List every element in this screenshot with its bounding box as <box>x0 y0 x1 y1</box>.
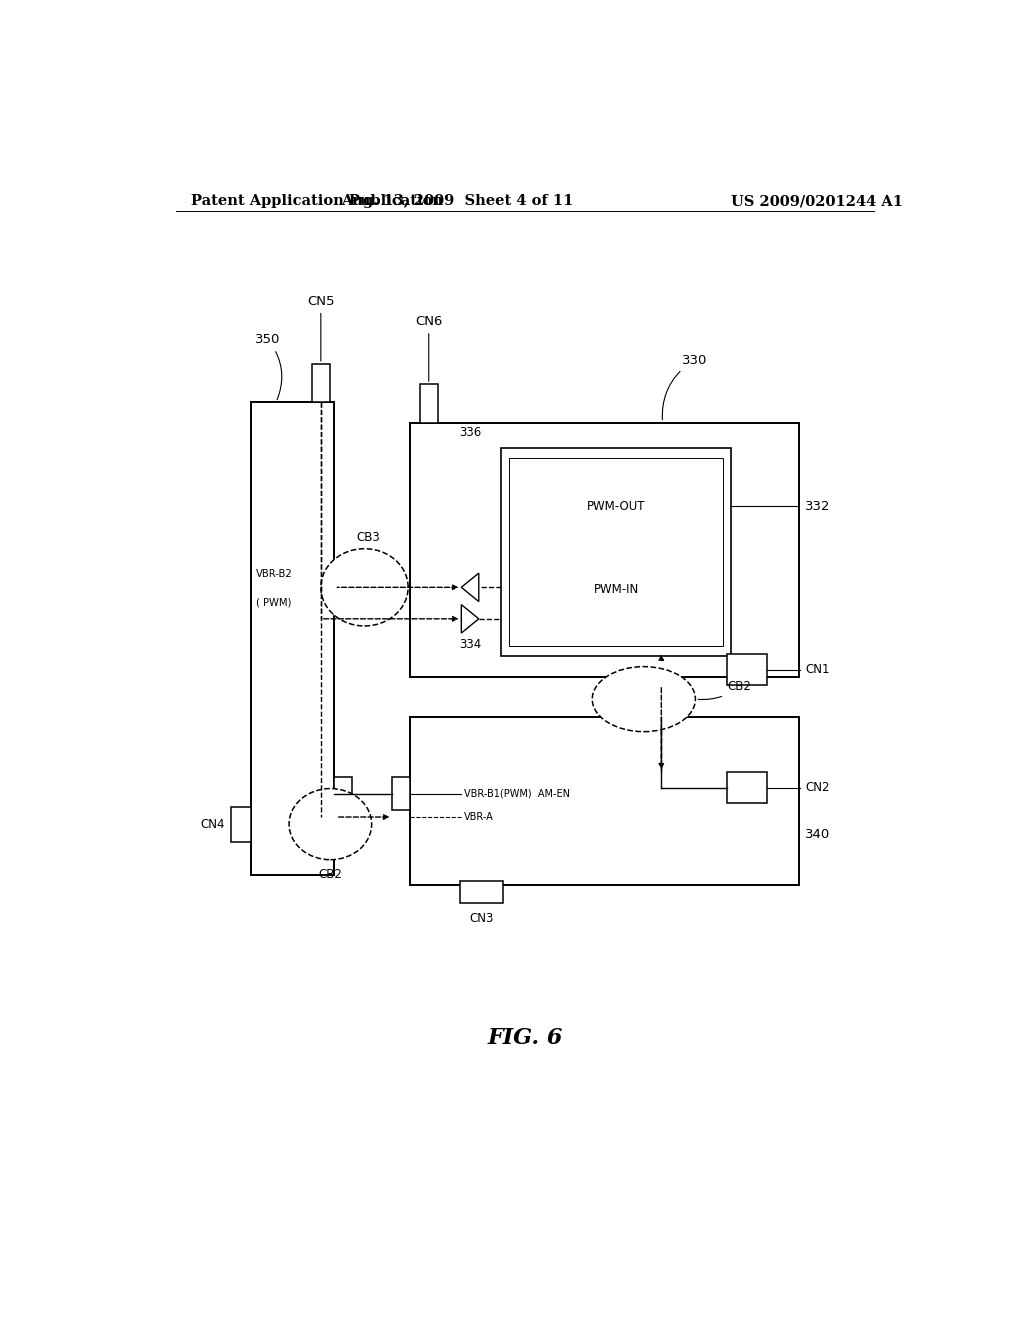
Bar <box>334 777 352 810</box>
Text: Aug. 13, 2009  Sheet 4 of 11: Aug. 13, 2009 Sheet 4 of 11 <box>341 194 573 209</box>
Text: PWM-IN: PWM-IN <box>594 583 639 597</box>
Text: CN6: CN6 <box>415 315 442 381</box>
Text: FIG. 6: FIG. 6 <box>487 1027 562 1048</box>
Text: US 2009/0201244 A1: US 2009/0201244 A1 <box>731 194 903 209</box>
Bar <box>312 364 330 403</box>
Text: CB2: CB2 <box>698 680 751 700</box>
Text: 334: 334 <box>459 638 481 651</box>
Text: CN3: CN3 <box>469 912 494 924</box>
Text: CN1: CN1 <box>805 663 829 676</box>
Text: 336: 336 <box>459 426 481 438</box>
Text: Patent Application Publication: Patent Application Publication <box>191 194 443 209</box>
Bar <box>460 880 504 903</box>
Text: VBR-B2: VBR-B2 <box>256 569 293 579</box>
Polygon shape <box>461 605 479 634</box>
Bar <box>410 718 799 886</box>
Ellipse shape <box>289 788 372 859</box>
Ellipse shape <box>321 549 409 626</box>
Polygon shape <box>461 573 479 602</box>
Bar <box>501 447 731 656</box>
Text: PWM-OUT: PWM-OUT <box>587 500 645 513</box>
Text: VBR-B1(PWM)  AM-EN: VBR-B1(PWM) AM-EN <box>464 788 569 799</box>
Bar <box>727 772 767 803</box>
Text: VBR-A: VBR-A <box>464 812 494 822</box>
Bar <box>420 384 437 422</box>
Bar <box>410 422 799 677</box>
Text: CB2: CB2 <box>318 867 342 880</box>
Ellipse shape <box>592 667 695 731</box>
Text: 332: 332 <box>805 500 830 513</box>
Text: CB3: CB3 <box>356 531 380 544</box>
Text: 340: 340 <box>805 829 830 841</box>
Text: CN2: CN2 <box>805 781 829 795</box>
Bar <box>251 403 334 875</box>
Bar <box>231 807 251 842</box>
Text: CN4: CN4 <box>201 818 225 832</box>
Text: 350: 350 <box>255 334 282 400</box>
Text: ( PWM): ( PWM) <box>256 598 291 607</box>
Text: 330: 330 <box>663 354 707 420</box>
Bar <box>392 777 410 810</box>
Bar <box>727 655 767 685</box>
Text: CN5: CN5 <box>307 294 335 360</box>
Bar <box>509 458 723 647</box>
